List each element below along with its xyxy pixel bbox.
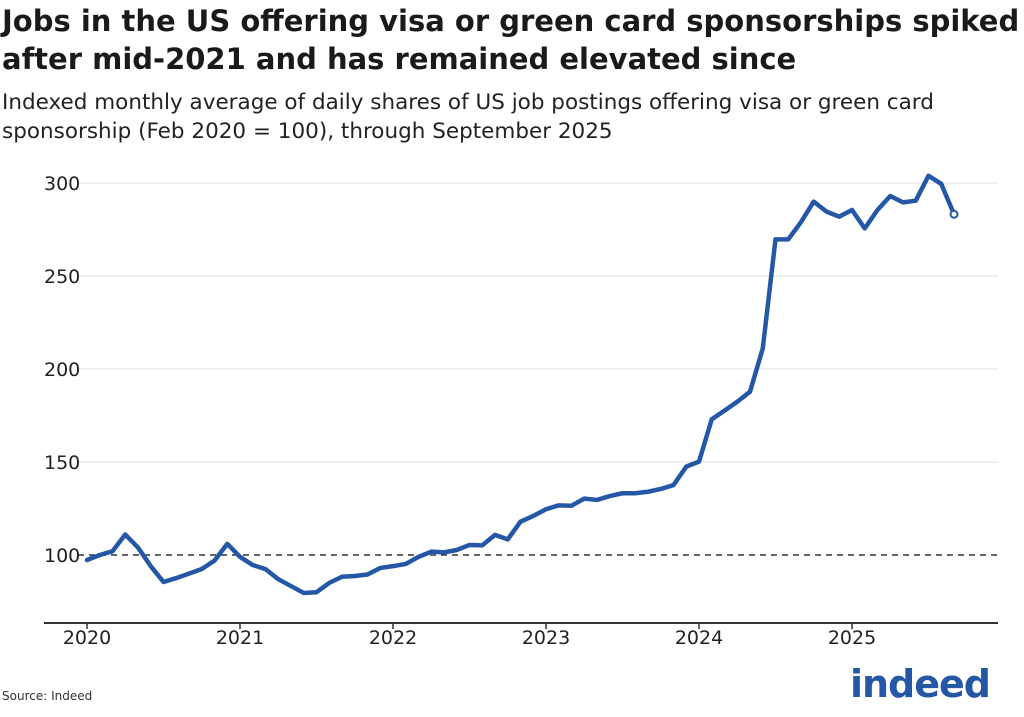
chart-subtitle: Indexed monthly average of daily shares … bbox=[2, 90, 934, 144]
y-tick-label: 150 bbox=[44, 452, 80, 474]
x-tick-label: 2024 bbox=[675, 627, 723, 649]
y-tick-label: 300 bbox=[44, 173, 80, 195]
series-line bbox=[84, 173, 957, 596]
x-tick-label: 2021 bbox=[216, 627, 264, 649]
x-tick-label: 2025 bbox=[828, 627, 876, 649]
chart-title: Jobs in the US offering visa or green ca… bbox=[2, 4, 1020, 76]
source-note: Source: Indeed bbox=[2, 689, 93, 703]
y-tick-label: 100 bbox=[44, 545, 80, 567]
last-data-point-marker bbox=[949, 209, 959, 219]
y-tick-label: 200 bbox=[44, 359, 80, 381]
x-tick-label: 2023 bbox=[522, 627, 570, 649]
x-tick-label: 2022 bbox=[369, 627, 417, 649]
x-tick-label: 2020 bbox=[63, 627, 111, 649]
y-tick-label: 250 bbox=[44, 266, 80, 288]
indeed-logo: indeed bbox=[849, 662, 991, 706]
